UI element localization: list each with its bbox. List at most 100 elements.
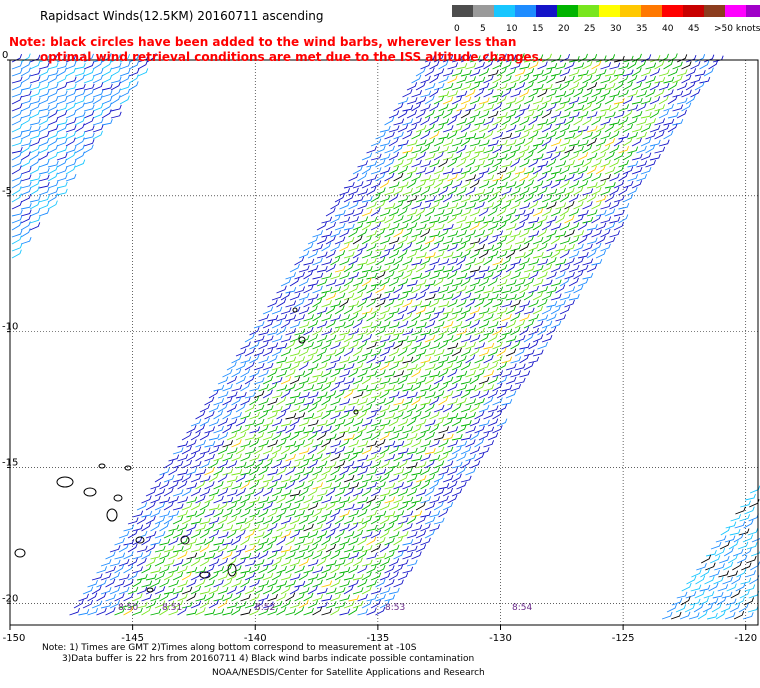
wind-barb — [231, 579, 242, 588]
wind-barb — [501, 244, 513, 252]
wind-barb — [316, 251, 328, 259]
wind-barb — [636, 131, 647, 140]
wind-barb — [406, 559, 418, 567]
wind-barb — [393, 440, 405, 448]
wind-barb — [213, 539, 225, 546]
wind-barb — [586, 68, 598, 77]
wind-barb — [447, 398, 459, 406]
wind-barb — [474, 298, 485, 308]
wind-barb — [352, 334, 364, 343]
wind-barb — [420, 174, 432, 182]
wind-barb — [375, 552, 387, 560]
y-axis-ticks: 0-5-10-15-20 — [2, 50, 18, 604]
wind-barb — [483, 174, 495, 182]
wind-barb — [316, 404, 328, 413]
wind-barb — [334, 601, 346, 609]
wind-barb — [397, 433, 409, 441]
wind-barb — [537, 242, 548, 252]
wind-barb — [541, 123, 553, 133]
wind-barb — [397, 223, 409, 231]
wind-barb — [330, 508, 341, 518]
wind-barb — [312, 495, 323, 504]
wind-barb — [501, 103, 512, 112]
wind-barb — [532, 251, 544, 259]
wind-barb — [289, 376, 301, 385]
wind-barb — [411, 455, 423, 462]
wind-barb — [316, 391, 328, 399]
wind-barb — [38, 167, 50, 175]
wind-barb — [447, 75, 458, 84]
wind-barb — [658, 139, 670, 147]
wind-barb — [537, 75, 548, 84]
wind-barb — [231, 536, 242, 546]
wind-barb — [586, 111, 598, 119]
wind-barb — [645, 88, 656, 98]
wind-barb — [411, 74, 422, 84]
wind-barb — [298, 587, 310, 595]
wind-barb — [415, 461, 427, 469]
wind-barb — [150, 566, 162, 574]
wind-barb — [609, 186, 620, 196]
wind-barb — [38, 145, 50, 154]
wind-barb — [195, 578, 206, 588]
wind-barb — [213, 398, 225, 406]
wind-barb — [456, 328, 468, 336]
wind-barb — [253, 517, 265, 525]
wind-barb — [564, 200, 575, 210]
wind-barb — [127, 557, 138, 567]
wind-barb — [402, 187, 413, 196]
wind-barb — [325, 390, 337, 399]
wind-barb — [393, 411, 404, 420]
wind-barb — [303, 368, 314, 378]
wind-barb — [640, 68, 652, 77]
wind-barb — [361, 501, 372, 511]
wind-barb — [537, 132, 549, 140]
wind-barb — [11, 151, 22, 161]
wind-barb — [163, 474, 175, 483]
wind-barb — [226, 475, 238, 483]
wind-barb — [604, 138, 616, 147]
wind-barb — [47, 137, 58, 147]
wind-barb — [294, 524, 306, 532]
wind-barb — [29, 151, 40, 161]
wind-barb — [649, 81, 660, 91]
wind-barb — [451, 83, 463, 91]
wind-barb — [537, 215, 548, 224]
wind-barb — [289, 361, 300, 371]
wind-barb — [681, 102, 692, 112]
wind-barb — [249, 396, 260, 406]
wind-barb — [715, 610, 726, 620]
wind-barb — [217, 391, 229, 399]
wind-barb — [375, 158, 386, 168]
wind-barb — [361, 599, 372, 609]
wind-barb — [397, 559, 409, 567]
wind-barb — [559, 207, 570, 217]
wind-barb — [541, 305, 553, 315]
wind-barb — [591, 242, 602, 252]
wind-barb — [751, 537, 760, 543]
wind-barb — [519, 300, 531, 308]
wind-barb — [559, 53, 571, 63]
wind-barb — [442, 335, 454, 343]
x-tick-label: -120 — [734, 633, 757, 644]
wind-barb — [411, 480, 422, 490]
wind-barb — [307, 473, 319, 483]
wind-barb — [438, 60, 449, 70]
wind-barb — [141, 510, 153, 518]
wind-barb — [429, 230, 441, 238]
wind-barb — [199, 587, 211, 595]
wind-barb — [661, 611, 673, 620]
wind-barb — [69, 607, 80, 616]
wind-barb — [20, 181, 32, 189]
wind-barb — [415, 306, 427, 315]
wind-barb — [348, 312, 359, 322]
wind-barb — [676, 69, 688, 77]
wind-barb — [514, 237, 526, 245]
wind-barb — [181, 502, 193, 511]
wind-barb — [29, 222, 41, 231]
wind-barb — [348, 228, 359, 238]
wind-barb — [226, 404, 238, 413]
wind-barb — [334, 250, 346, 259]
wind-barb — [357, 201, 368, 210]
wind-barb — [586, 264, 598, 273]
